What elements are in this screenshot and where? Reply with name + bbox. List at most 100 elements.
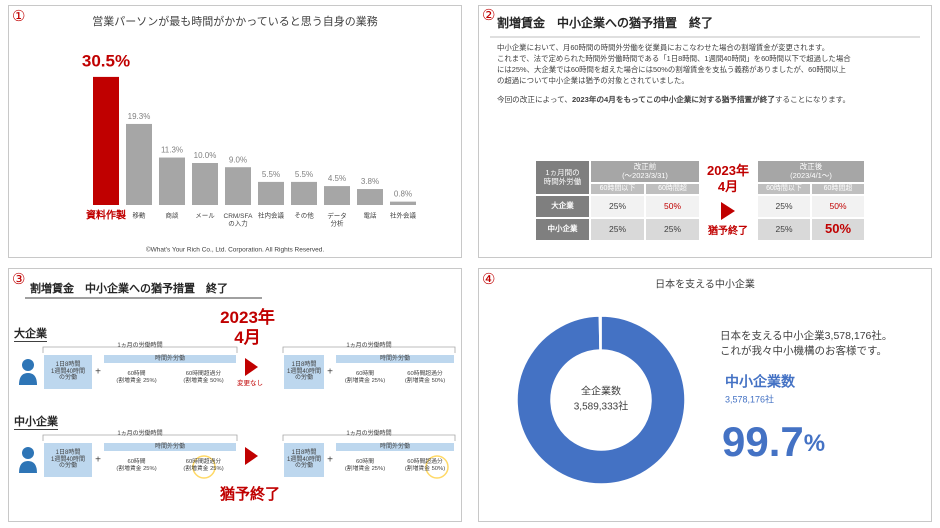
highlight-circle: [425, 455, 449, 479]
bar: [126, 123, 152, 205]
period-label: 1ヵ月の労働時間: [346, 343, 392, 349]
value-label: 3,578,176社: [725, 393, 774, 404]
pie-slice: [598, 315, 602, 351]
panel: [8, 268, 462, 522]
table-cell: 50%: [811, 218, 865, 241]
over60: 60時間超過分 (割増賃金 50%): [404, 371, 446, 384]
row-note: 猶予終了: [219, 486, 280, 503]
x-tick-label: メール: [195, 213, 215, 220]
panel: [478, 268, 932, 522]
table-header: 60時間超: [645, 183, 700, 195]
note: これが我々中小機構のお客様です。: [720, 344, 887, 357]
arrow: [245, 358, 258, 376]
panel-number: ①: [12, 8, 26, 25]
row-label: 大企業: [14, 328, 47, 343]
value-label: 30.5%: [82, 51, 130, 70]
highlight-circle: [192, 455, 216, 479]
value-label: 9.0%: [229, 155, 247, 164]
note: 日本を支える中小企業3,578,176社。: [720, 329, 892, 342]
base-box: 1日8時間 1週間40時間 の労働: [283, 354, 325, 390]
value-label: 10.0%: [194, 151, 217, 160]
panel-number: ②: [482, 7, 496, 24]
table-cell: 25%: [757, 195, 811, 218]
change-date: 2023年 4月: [220, 308, 275, 348]
share-value: 99.7: [722, 418, 804, 465]
bar: [324, 186, 350, 205]
bracket: [282, 434, 456, 441]
row-header: 大企業: [535, 195, 590, 218]
over60: 60時間超過分 (割増賃金 25%): [183, 459, 224, 472]
bar: [93, 76, 119, 206]
table-cell: 25%: [757, 218, 811, 241]
bar: [390, 201, 416, 205]
bracket: [282, 346, 456, 353]
value-label: 5.5%: [262, 170, 280, 179]
pie-slice: [516, 315, 686, 485]
bar: [357, 189, 383, 205]
value-label: 5.5%: [295, 170, 313, 179]
notice: 今回の改正によって、2023年の4月をもってこの中小企業に対する猶予措置が終了す…: [497, 95, 850, 104]
bracket: [42, 434, 238, 441]
chart-title: 営業パーソンが最も時間がかかっていると思う自身の業務: [92, 14, 377, 28]
plus: +: [95, 455, 101, 466]
plus: +: [327, 455, 333, 466]
base-box: 1日8時間 1週間40時間 の労働: [43, 354, 93, 390]
table-cell: 25%: [645, 218, 700, 241]
overtime-box: 時間外労働: [335, 354, 455, 364]
period-label: 1ヵ月の労働時間: [117, 431, 163, 437]
paragraph-line: には25%、大企業では60時間を超えた場合には50%の割増賃金を支払う義務があり…: [497, 65, 846, 74]
bar: [192, 163, 218, 205]
overtime-box: 時間外労働: [103, 442, 237, 452]
x-tick-label: CRM/SFA の入力: [224, 213, 254, 227]
overtime-box: 時間外労働: [335, 442, 455, 452]
footer: ©What's Your Rich Co., Ltd. Corporation.…: [146, 246, 325, 254]
table-header: 60時間超: [811, 183, 865, 195]
period-label: 1ヵ月の労働時間: [117, 343, 163, 349]
base-box: 1日8時間 1週間40時間 の労働: [283, 442, 325, 478]
bracket: [42, 346, 238, 353]
share: 99.7%: [722, 418, 825, 465]
upto60: 60時間 (割増賃金 25%): [116, 459, 157, 472]
share-unit: %: [804, 430, 825, 457]
x-tick-label: 資料作製: [86, 209, 126, 222]
table-header: 1ヵ月間の 時間外労働: [535, 160, 590, 195]
notice-part: することになります。: [774, 95, 851, 104]
x-tick-label: 電話: [364, 211, 378, 220]
arrow: [721, 202, 735, 220]
table-cell: 25%: [590, 218, 645, 241]
slide-title: 割増賃金 中小企業への猶予措置 終了: [497, 16, 714, 30]
value-label: 19.3%: [128, 112, 151, 121]
table-cell: 50%: [645, 195, 700, 218]
x-tick-label: 移動: [133, 211, 147, 220]
x-tick-label: データ分析: [327, 211, 347, 227]
over60: 60時間超過分 (割増賃金 50%): [404, 459, 446, 472]
bar: [225, 167, 251, 205]
row-label: 中小企業: [14, 416, 58, 431]
row-header: 中小企業: [535, 218, 590, 241]
table-header: 改正前 (〜2023/3/31): [590, 160, 700, 183]
bar: [258, 181, 284, 205]
paragraph-line: これまで、法で定められた時間外労働時間である「1日8時間、1週間40時間」を60…: [497, 54, 851, 63]
arrow: [245, 447, 258, 465]
center-value: 3,589,333社: [574, 400, 629, 413]
change-result: 猶予終了: [708, 226, 748, 237]
overtime-box: 時間外労働: [103, 354, 237, 364]
period-label: 1ヵ月の労働時間: [346, 431, 392, 437]
center-label: 全企業数: [581, 385, 621, 398]
value-label: 0.8%: [394, 190, 412, 199]
base-box: 1日8時間 1週間40時間 の労働: [43, 442, 93, 478]
panel-number: ③: [12, 271, 26, 288]
table-header: 改正後 (2023/4/1〜): [757, 160, 865, 183]
change-date: 2023年 4月: [707, 163, 749, 194]
row-note: 変更なし: [237, 380, 263, 387]
value-label: 4.5%: [328, 174, 346, 183]
x-tick-label: その他: [294, 211, 314, 220]
value-label: 11.3%: [161, 146, 183, 155]
panel: [478, 5, 932, 258]
upto60: 60時間 (割増賃金 25%): [344, 459, 386, 472]
panel: [8, 5, 462, 258]
bar: [159, 157, 185, 205]
paragraph-line: の超過について中小企業は猶予の対象とされていました。: [497, 76, 689, 85]
